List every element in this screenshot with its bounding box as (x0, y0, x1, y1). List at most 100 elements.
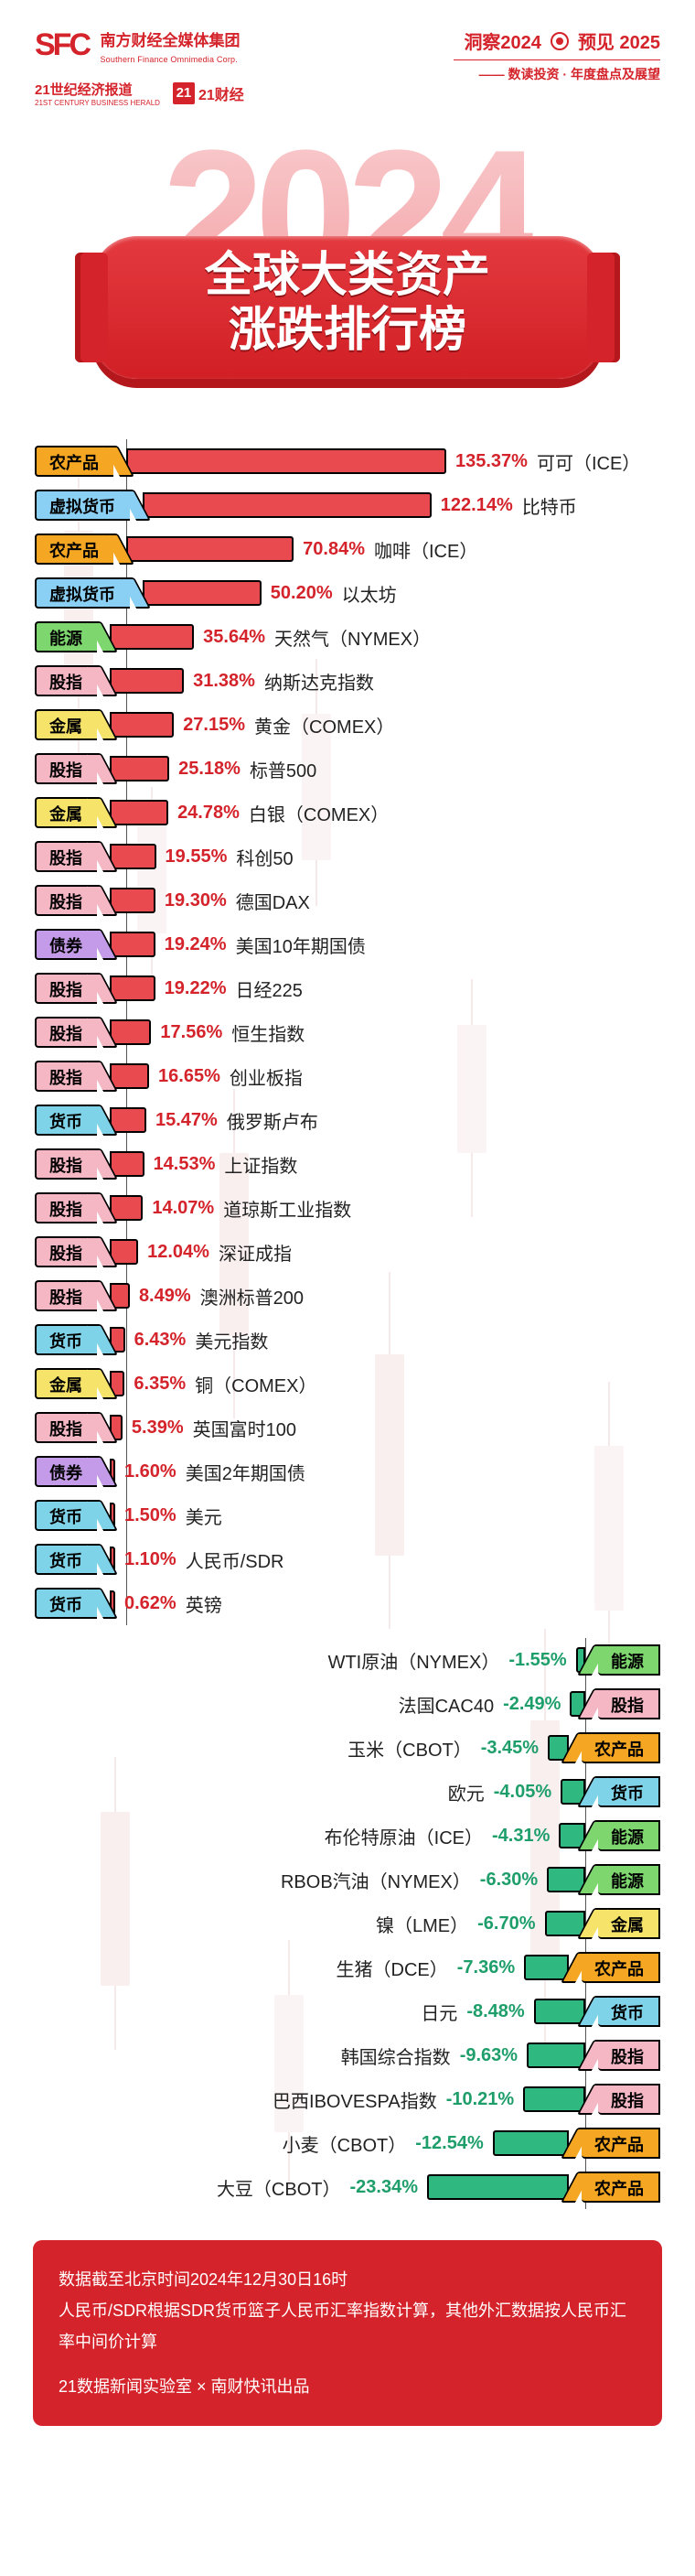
value-bar (110, 668, 184, 694)
rank-row-pos: 货币1.10%人民币/SDR (33, 1537, 662, 1581)
percent-value: 1.60% (124, 1461, 176, 1482)
rank-row-pos: 货币6.43%美元指数 (33, 1318, 662, 1362)
rank-row-neg: 布伦特原油（ICE）-4.31%能源 (33, 1814, 662, 1858)
rank-row-neg: 法国CAC40-2.49%股指 (33, 1682, 662, 1726)
percent-value: -1.55% (508, 1650, 566, 1671)
rank-row-pos: 股指19.22%日经225 (33, 966, 662, 1010)
rank-row-pos: 金属24.78%白银（COMEX） (33, 791, 662, 835)
rank-row-pos: 虚拟货币50.20%以太坊 (33, 571, 662, 615)
rank-row-neg: 巴西IBOVESPA指数-10.21%股指 (33, 2077, 662, 2121)
header: SFC 南方财经全媒体集团 Southern Finance Omnimedia… (0, 0, 695, 439)
percent-value: -2.49% (503, 1694, 561, 1715)
category-tag: 股指 (598, 2040, 660, 2071)
logo-21bh-en: 21ST CENTURY BUSINESS HERALD (35, 99, 160, 107)
rank-row-pos: 股指12.04%深证成指 (33, 1230, 662, 1274)
category-tag: 股指 (35, 885, 97, 916)
rank-row-pos: 股指25.18%标普500 (33, 747, 662, 791)
percent-value: 27.15% (183, 715, 245, 736)
rank-row-pos: 货币0.62%英镑 (33, 1581, 662, 1625)
percent-value: -6.30% (480, 1870, 538, 1891)
percent-value: 19.22% (165, 978, 227, 999)
category-tag: 货币 (35, 1500, 97, 1531)
category-tag: 股指 (35, 841, 97, 872)
category-tag: 能源 (35, 621, 97, 652)
rank-row-pos: 金属6.35%铜（COMEX） (33, 1362, 662, 1406)
value-bar (110, 712, 174, 738)
value-bar (126, 536, 294, 562)
asset-name: 德国DAX (236, 888, 310, 914)
footer-note: 数据截至北京时间2024年12月30日16时 人民币/SDR根据SDR货币篮子人… (33, 2240, 662, 2426)
asset-name: 深证成指 (219, 1239, 292, 1266)
rank-row-neg: 大豆（CBOT）-23.34%农产品 (33, 2165, 662, 2209)
value-bar (110, 1107, 146, 1133)
category-tag: 农产品 (582, 1732, 660, 1763)
percent-value: 0.62% (124, 1593, 176, 1614)
percent-value: -3.45% (481, 1738, 539, 1759)
category-tag: 货币 (35, 1544, 97, 1575)
value-bar (534, 1999, 585, 2024)
category-tag: 股指 (598, 2084, 660, 2115)
percent-value: 5.39% (132, 1417, 184, 1439)
percent-value: 70.84% (303, 539, 365, 560)
dot-icon (551, 32, 569, 50)
value-bar (110, 888, 155, 913)
rank-row-pos: 债券19.24%美国10年期国债 (33, 922, 662, 966)
rank-row-pos: 股指19.30%德国DAX (33, 878, 662, 922)
percent-value: 50.20% (271, 583, 333, 604)
rank-row-pos: 货币15.47%俄罗斯卢布 (33, 1098, 662, 1142)
asset-name: 法国CAC40 (399, 1691, 494, 1718)
value-bar (143, 492, 432, 518)
rank-row-pos: 股指16.65%创业板指 (33, 1054, 662, 1098)
title-line-2: 涨跌排行榜 (91, 304, 604, 359)
category-tag: 股指 (35, 665, 97, 696)
percent-value: 35.64% (203, 627, 265, 648)
asset-name: 玉米（CBOT） (348, 1735, 472, 1762)
percent-value: -9.63% (460, 2045, 518, 2066)
asset-name: 英镑 (186, 1590, 222, 1617)
percent-value: 19.55% (166, 846, 228, 868)
asset-name: 澳洲标普200 (200, 1283, 304, 1310)
tagline-insight: 洞察2024 (464, 27, 541, 54)
category-tag: 货币 (598, 1996, 660, 2027)
category-tag: 股指 (35, 753, 97, 784)
rank-row-neg: RBOB汽油（NYMEX）-6.30%能源 (33, 1858, 662, 1902)
value-bar (110, 624, 194, 650)
rank-row-pos: 股指14.53%上证指数 (33, 1142, 662, 1186)
asset-name: 英国富时100 (193, 1415, 296, 1441)
category-tag: 金属 (35, 797, 97, 828)
rank-row-neg: 生猪（DCE）-7.36%农产品 (33, 1945, 662, 1989)
percent-value: 6.43% (134, 1330, 187, 1351)
percent-value: 14.07% (152, 1198, 214, 1219)
asset-name: 美元指数 (195, 1327, 268, 1353)
rank-row-pos: 能源35.64%天然气（NYMEX） (33, 615, 662, 659)
value-bar (427, 2174, 569, 2200)
logo-21bh: 21世纪经济报道 (35, 82, 133, 98)
category-tag: 股指 (35, 1280, 97, 1311)
value-bar (493, 2130, 569, 2156)
asset-name: 恒生指数 (231, 1019, 305, 1046)
rank-row-pos: 股指8.49%澳洲标普200 (33, 1274, 662, 1318)
percent-value: 6.35% (134, 1374, 186, 1395)
value-bar (110, 844, 156, 869)
asset-name: 大豆（CBOT） (217, 2174, 341, 2201)
rank-row-pos: 农产品135.37%可可（ICE） (33, 439, 662, 483)
percent-value: -10.21% (446, 2089, 515, 2110)
percent-value: 15.47% (155, 1110, 218, 1131)
rank-row-pos: 股指5.39%英国富时100 (33, 1406, 662, 1450)
category-tag: 能源 (598, 1644, 660, 1676)
title-plate: 全球大类资产 涨跌排行榜 (91, 236, 604, 379)
rank-row-pos: 股指31.38%纳斯达克指数 (33, 659, 662, 703)
category-tag: 股指 (35, 1236, 97, 1267)
asset-name: 小麦（CBOT） (283, 2130, 407, 2157)
rank-row-neg: 欧元-4.05%货币 (33, 1770, 662, 1814)
asset-name: 生猪（DCE） (337, 1955, 448, 1981)
asset-name: 纳斯达克指数 (264, 668, 374, 695)
asset-name: 欧元 (448, 1779, 485, 1805)
category-tag: 股指 (35, 1061, 97, 1092)
category-tag: 金属 (598, 1908, 660, 1939)
asset-name: 布伦特原油（ICE） (325, 1823, 483, 1849)
asset-name: 美国2年期国债 (186, 1459, 305, 1485)
category-tag: 农产品 (582, 2172, 660, 2203)
tagline-sub: —— 数读投资 · 年度盘点及展望 (454, 59, 660, 83)
asset-name: 咖啡（ICE） (374, 536, 477, 563)
